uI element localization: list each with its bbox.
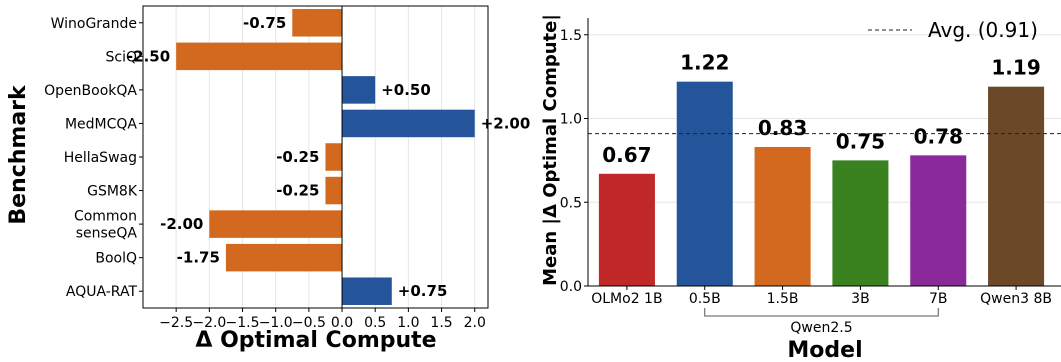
left-bar: [209, 210, 343, 238]
left-x-tick-label: −2.0: [192, 315, 226, 331]
right-x-tick-label: 1.5B: [767, 291, 799, 307]
left-bar: [342, 76, 376, 104]
right-axes: 0.0 0.5 1.0 1.5 OLMo2 1B 0.5B 1.5B 3B 7B Qwen3 8B: [560, 18, 1061, 307]
right-bar-value-label: 1.22: [680, 51, 729, 75]
left-x-tick-label: 2.0: [464, 315, 486, 331]
left-x-axis-title: Δ Optimal Compute: [195, 328, 436, 353]
left-bar: [225, 243, 343, 272]
right-y-tick-label: 1.5: [560, 28, 582, 44]
left-y-tick-label: HellaSwag: [64, 150, 137, 166]
qwen-group-label: Qwen2.5: [790, 320, 852, 336]
left-bar: [325, 176, 343, 205]
left-bar: [176, 42, 343, 71]
left-bar-value-label: -1.75: [177, 249, 220, 267]
left-x-tick-label: −1.5: [226, 315, 260, 331]
left-bar-value-label: -2.00: [160, 215, 203, 233]
left-y-tick-label: Common senseQA: [74, 209, 137, 242]
right-bar-value-label: 0.83: [758, 116, 807, 140]
qwen-group-bracket-line: [704, 308, 939, 317]
left-x-tick-label: 0.0: [331, 315, 353, 331]
right-x-tick-label: 0.5B: [689, 291, 721, 307]
right-bar: [754, 146, 811, 286]
left-bar-value-label: +0.50: [381, 81, 431, 99]
right-bar-value-label: 0.78: [914, 124, 963, 148]
right-x-tick-label: 7B: [929, 291, 948, 307]
left-axes: −2.5 −2.0 −1.5 −1.0 −0.5 0.0 0.5 1.0 1.5 2.0 WinoG…: [44, 5, 489, 331]
left-y-tick-label-line: BoolQ: [95, 251, 137, 267]
left-bars: -0.75 -2.50 +0.50 +2.00 -0.25 -0.25 -2.00 -1.75…: [127, 9, 530, 305]
right-y-tick-label: 1.0: [560, 112, 582, 128]
left-y-tick-label-line: MedMCQA: [65, 116, 137, 132]
left-plot-frame: [142, 5, 489, 309]
left-x-tick-label: 1.0: [397, 315, 419, 331]
right-bar: [598, 173, 655, 286]
right-bar: [988, 86, 1045, 286]
left-bar-value-label: -0.75: [243, 14, 286, 32]
right-y-tick-label: 0.0: [560, 279, 582, 295]
legend: Avg. (0.91): [868, 18, 1038, 42]
left-y-tick-label-line: senseQA: [76, 226, 138, 242]
left-x-tick-label: −2.5: [159, 315, 193, 331]
left-bar: [342, 109, 475, 138]
right-x-tick-label: OLMo2 1B: [591, 291, 662, 307]
left-bar-value-label: +0.75: [398, 282, 448, 300]
left-bar-value-label: -2.50: [127, 47, 170, 65]
left-y-tick-label-line: AQUA-RAT: [66, 284, 138, 300]
right-bar: [676, 81, 733, 287]
left-y-tick-label: MedMCQA: [65, 116, 137, 132]
left-y-tick-label: WinoGrande: [51, 16, 137, 32]
right-bar-value-label: 0.67: [602, 143, 651, 167]
right-bar-value-label: 0.75: [836, 129, 885, 153]
left-y-tick-label: SciQ: [106, 49, 138, 65]
right-x-tick-label: 3B: [851, 291, 870, 307]
left-x-tick-label: 1.5: [430, 315, 452, 331]
right-bar-value-label: 1.19: [991, 56, 1040, 80]
left-y-tick-label-line: GSM8K: [87, 184, 138, 200]
left-y-tick-label: AQUA-RAT: [66, 284, 138, 300]
left-bar: [325, 143, 343, 171]
left-y-tick-label: BoolQ: [95, 251, 137, 267]
left-bar-value-label: +2.00: [481, 114, 531, 132]
right-bar: [832, 160, 889, 286]
left-bar: [342, 277, 392, 305]
left-y-tick-label-line: OpenBookQA: [44, 83, 137, 99]
left-bar-value-label: -0.25: [276, 148, 319, 166]
left-bar-value-label: -0.25: [276, 182, 319, 200]
left-x-tick-label: −0.5: [292, 315, 326, 331]
legend-avg-label: Avg. (0.91): [928, 18, 1038, 42]
left-y-tick-label: GSM8K: [87, 184, 138, 200]
right-x-axis-title: Model: [787, 338, 862, 362]
right-bar: [910, 155, 967, 286]
right-y-tick-label: 0.5: [560, 195, 582, 211]
left-y-tick-label-line: WinoGrande: [51, 16, 137, 32]
left-y-tick-label-line: HellaSwag: [64, 150, 137, 166]
qwen-group-bracket: Qwen2.5: [704, 308, 939, 336]
left-y-tick-label-line: Common: [74, 209, 137, 225]
left-y-axis-title: Benchmark: [6, 84, 31, 225]
left-bar: [292, 9, 343, 37]
left-x-tick-label: 0.5: [364, 315, 386, 331]
left-x-tick-label: −1.0: [259, 315, 293, 331]
right-x-tick-label: Qwen3 8B: [980, 291, 1052, 307]
left-y-tick-label-line: SciQ: [106, 49, 138, 65]
right-bars: 0.67 1.22 0.83 0.75 0.78 1.19: [588, 51, 1061, 287]
right-y-axis-title: Mean |Δ Optimal Compute|: [540, 14, 561, 286]
left-y-tick-label: OpenBookQA: [44, 83, 137, 99]
